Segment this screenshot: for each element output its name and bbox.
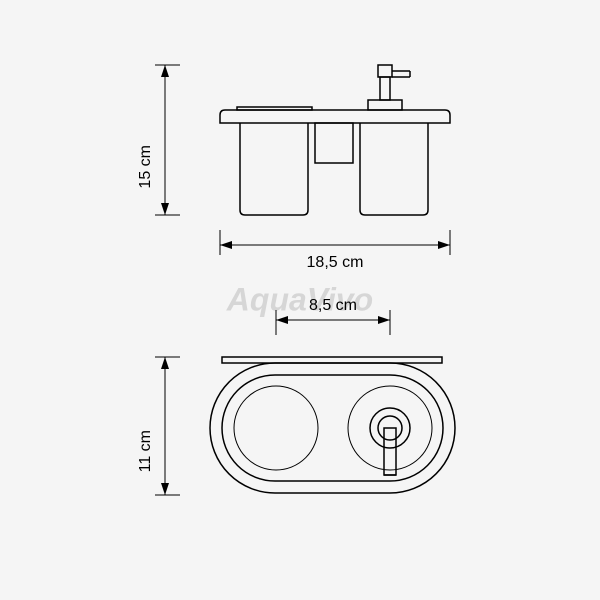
arrow-left [220,241,232,249]
arrow-up [161,65,169,77]
front-elevation: 15 cm [137,65,450,271]
technical-drawing-container: 15 cm [50,35,550,565]
left-cup-bottom [240,210,308,215]
arrow-depth-up [161,357,169,369]
depth-label: 11 cm [137,430,154,472]
back-strip [222,357,442,363]
center-bracket [315,123,353,163]
arrow-inner-left [276,316,288,324]
arrow-down [161,203,169,215]
inner-width-label: 8,5 cm [309,297,357,314]
pump-head [378,65,392,77]
holder-platform [220,110,450,123]
arrow-inner-right [378,316,390,324]
arrow-depth-down [161,483,169,495]
pump-collar [368,100,402,110]
height-label: 15 cm [137,145,154,189]
pump-spout-top-view [384,428,396,475]
pump-neck [380,77,390,100]
diagram-svg: 15 cm [50,35,550,565]
width-label: 18,5 cm [307,254,364,271]
left-circle [234,386,318,470]
right-cup-bottom [360,210,428,215]
arrow-right [438,241,450,249]
top-elevation: 8,5 cm 11 cm [137,297,455,495]
